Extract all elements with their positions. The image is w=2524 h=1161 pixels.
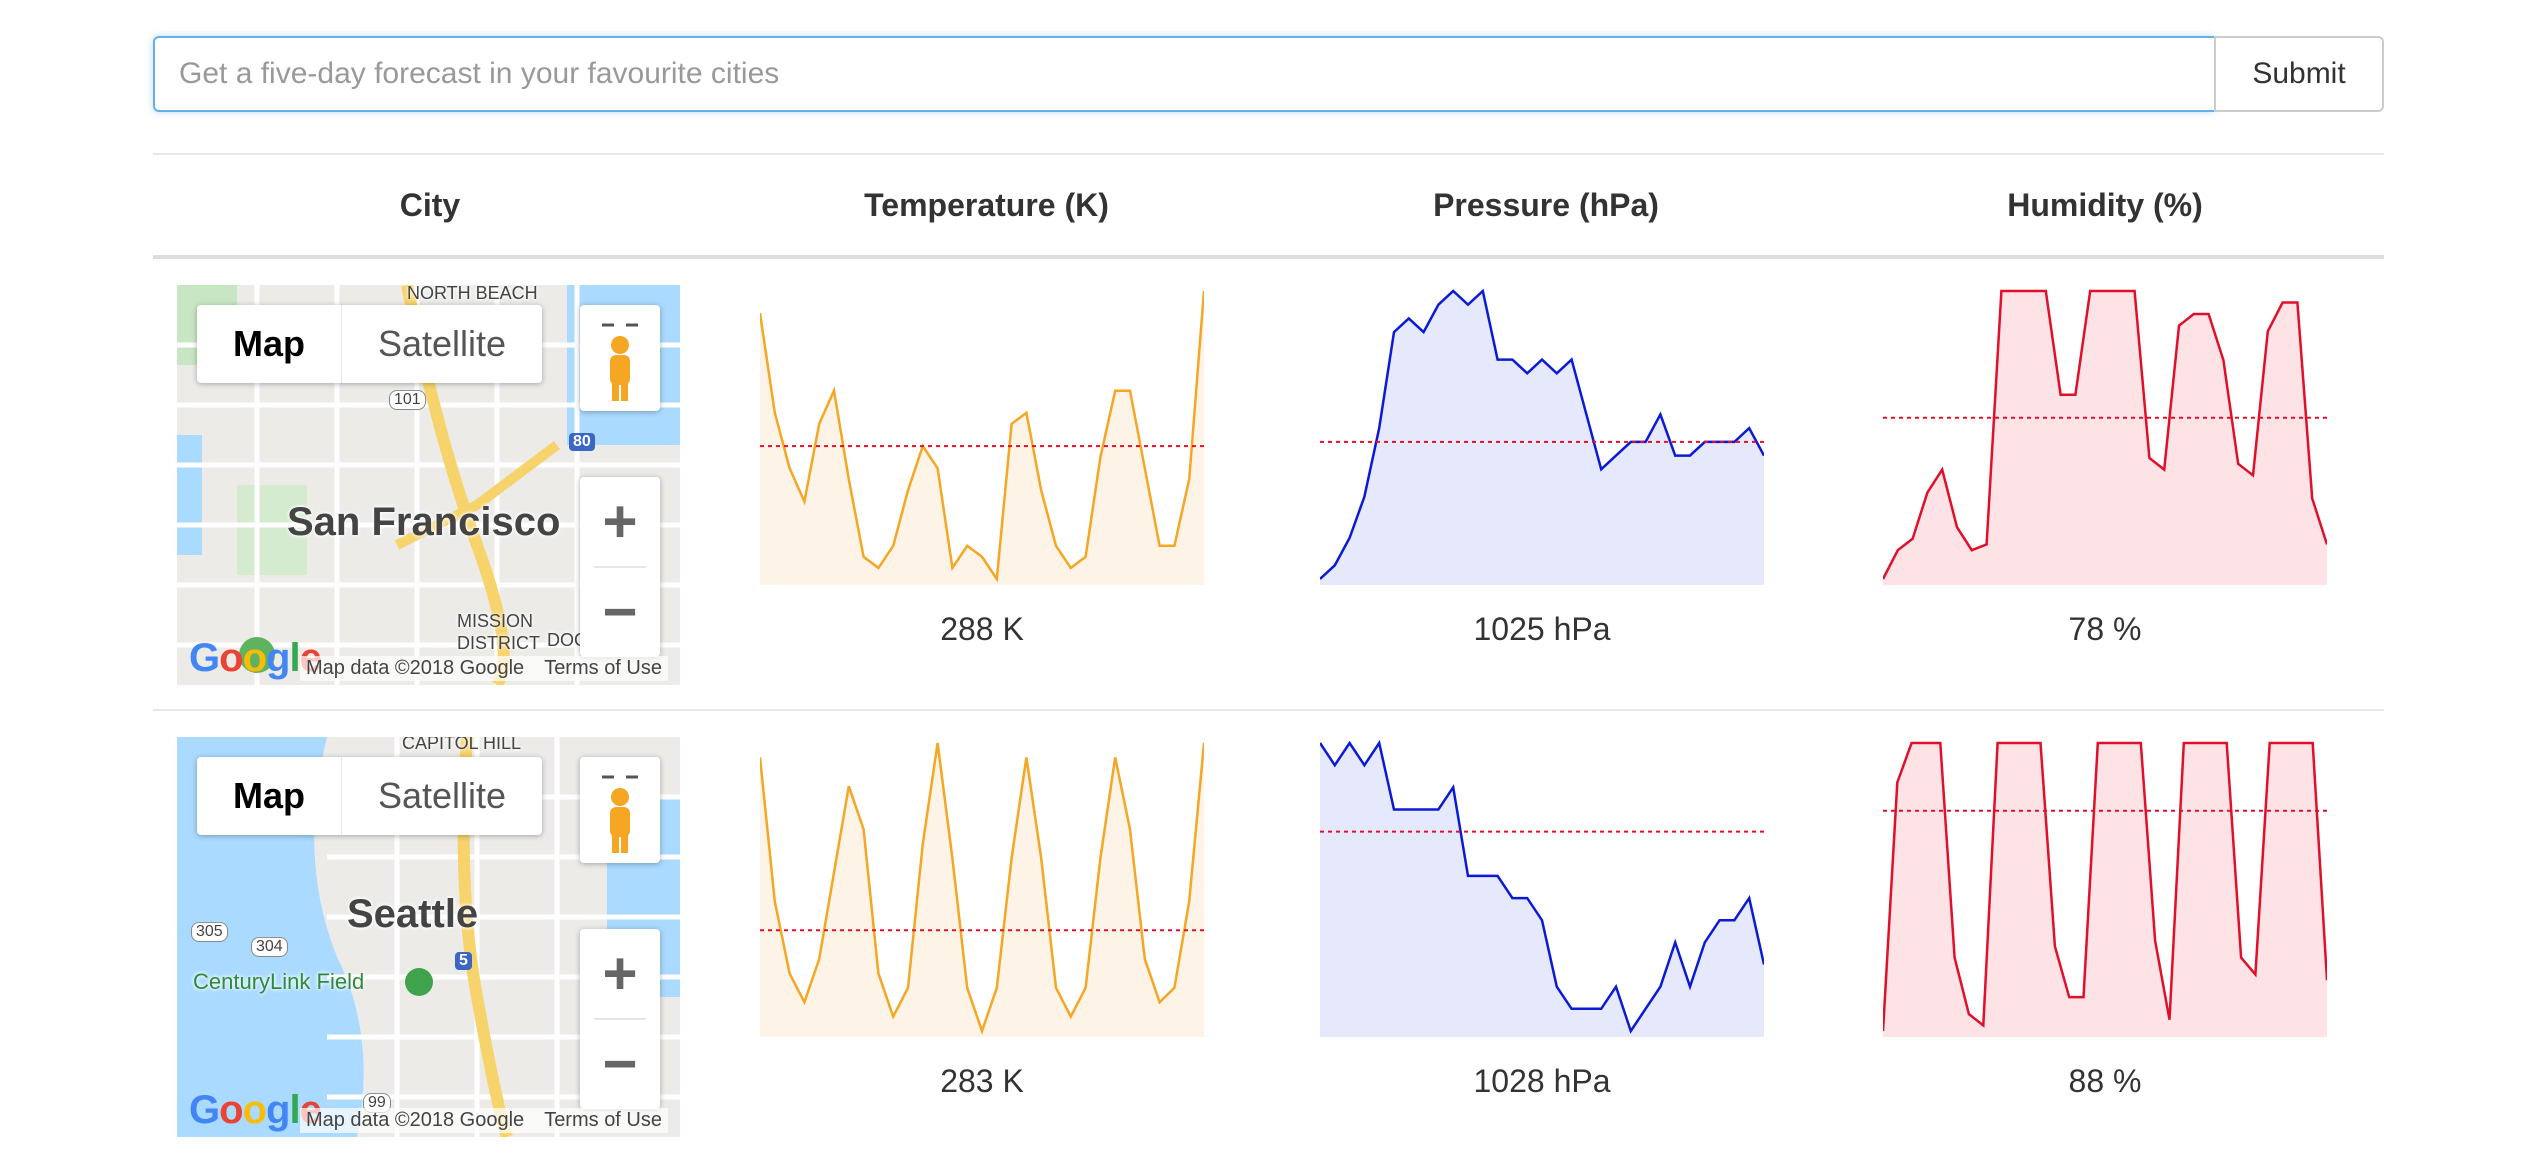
map-area-label: MISSION DISTRICT bbox=[457, 611, 540, 653]
chart-series-line bbox=[1320, 739, 1764, 1034]
pegman-icon bbox=[602, 323, 638, 401]
humidity-value: 88 % bbox=[2068, 1063, 2142, 1099]
zoom-control: + − bbox=[580, 929, 660, 1109]
zoom-in-button[interactable]: + bbox=[602, 488, 638, 555]
map-type-map-button[interactable]: Map bbox=[197, 305, 342, 383]
map-city-label: Seattle bbox=[347, 892, 479, 936]
terms-of-use-link[interactable]: Terms of Use bbox=[544, 1109, 662, 1131]
search-input[interactable] bbox=[153, 36, 2214, 112]
map-data-text: Map data ©2018 Google bbox=[305, 1109, 525, 1131]
table-row: San Francisco NORTH BEACH MISSION DISTRI… bbox=[153, 259, 2384, 711]
map-attribution: Map data ©2018 Google Terms of Use bbox=[299, 656, 668, 681]
header-temperature: Temperature (K) bbox=[864, 187, 1109, 223]
table-header: City Temperature (K) Pressure (hPa) Humi… bbox=[153, 153, 2384, 259]
terms-of-use-link[interactable]: Terms of Use bbox=[544, 657, 662, 679]
map-type-satellite-button[interactable]: Satellite bbox=[378, 775, 507, 816]
temperature-value: 288 K bbox=[940, 611, 1024, 647]
zoom-out-button[interactable]: − bbox=[602, 1030, 638, 1097]
map-area-label: CAPITOL HILL bbox=[402, 737, 522, 753]
temperature-chart bbox=[760, 737, 1204, 1037]
zoom-out-button[interactable]: − bbox=[602, 578, 638, 645]
map-area-label: NORTH BEACH bbox=[407, 285, 538, 303]
chart-series-line bbox=[760, 742, 1204, 1035]
header-pressure: Pressure (hPa) bbox=[1433, 187, 1659, 223]
temperature-chart bbox=[760, 285, 1204, 585]
chart-area bbox=[760, 291, 1204, 585]
highway-shield: 304 bbox=[251, 937, 288, 957]
header-humidity: Humidity (%) bbox=[2007, 187, 2203, 223]
chart-area bbox=[1320, 743, 1764, 1037]
pressure-value: 1025 hPa bbox=[1473, 611, 1611, 647]
city-map[interactable]: Seattle CAPITOL HILL CenturyLink Field 3… bbox=[177, 737, 680, 1137]
highway-shield: 305 bbox=[191, 922, 228, 942]
map-data-text: Map data ©2018 Google bbox=[305, 657, 525, 679]
chart-area bbox=[1320, 291, 1764, 585]
highway-shield: 101 bbox=[389, 390, 426, 410]
map-type-control: Map Satellite bbox=[197, 305, 543, 383]
pressure-chart bbox=[1320, 737, 1764, 1037]
map-type-satellite-button[interactable]: Satellite bbox=[378, 323, 507, 364]
map-city-label: San Francisco bbox=[287, 500, 561, 544]
chart-series-line bbox=[760, 290, 1204, 583]
street-view-pegman[interactable] bbox=[580, 305, 660, 411]
header-city: City bbox=[399, 187, 461, 223]
street-view-pegman[interactable] bbox=[580, 757, 660, 863]
pegman-icon bbox=[602, 775, 638, 853]
chart-series-line bbox=[1883, 741, 2327, 1032]
map-type-map-button[interactable]: Map bbox=[197, 757, 342, 835]
map-attribution: Map data ©2018 Google Terms of Use bbox=[299, 1108, 668, 1133]
chart-series-line bbox=[1320, 288, 1764, 580]
interstate-shield: 5 bbox=[455, 952, 472, 970]
zoom-control: + − bbox=[580, 477, 660, 657]
chart-series-line bbox=[1883, 289, 2327, 580]
city-map[interactable]: San Francisco NORTH BEACH MISSION DISTRI… bbox=[177, 285, 680, 685]
search-bar: Submit bbox=[153, 36, 2384, 112]
zoom-in-button[interactable]: + bbox=[602, 940, 638, 1007]
interstate-shield: 80 bbox=[569, 433, 595, 451]
pressure-value: 1028 hPa bbox=[1473, 1063, 1611, 1099]
humidity-value: 78 % bbox=[2068, 611, 2142, 647]
forecast-table: City Temperature (K) Pressure (hPa) Humi… bbox=[153, 153, 2384, 1161]
map-poi-label: CenturyLink Field bbox=[193, 969, 365, 994]
table-row: Seattle CAPITOL HILL CenturyLink Field 3… bbox=[153, 711, 2384, 1161]
map-type-control: Map Satellite bbox=[197, 757, 543, 835]
submit-button[interactable]: Submit bbox=[2214, 36, 2384, 112]
humidity-chart bbox=[1883, 285, 2327, 585]
temperature-value: 283 K bbox=[940, 1063, 1024, 1099]
pressure-chart bbox=[1320, 285, 1764, 585]
humidity-chart bbox=[1883, 737, 2327, 1037]
chart-area bbox=[760, 743, 1204, 1037]
chart-area bbox=[1883, 291, 2327, 585]
